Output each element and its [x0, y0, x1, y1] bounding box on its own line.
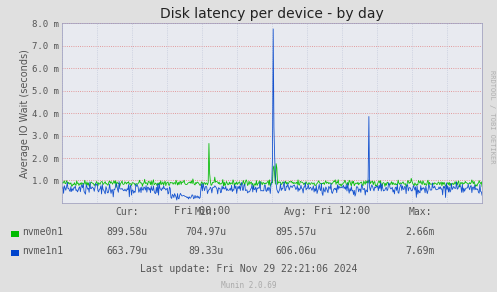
Text: nvme0n1: nvme0n1 — [22, 227, 64, 237]
Text: 899.58u: 899.58u — [106, 227, 147, 237]
Text: Munin 2.0.69: Munin 2.0.69 — [221, 281, 276, 291]
Title: Disk latency per device - by day: Disk latency per device - by day — [160, 7, 384, 21]
Text: 704.97u: 704.97u — [186, 227, 227, 237]
Text: Cur:: Cur: — [115, 207, 139, 217]
Text: RRDTOOL / TOBI OETIKER: RRDTOOL / TOBI OETIKER — [489, 70, 495, 164]
Text: 7.69m: 7.69m — [405, 246, 435, 256]
Text: 606.06u: 606.06u — [275, 246, 316, 256]
Text: Avg:: Avg: — [284, 207, 308, 217]
Text: 895.57u: 895.57u — [275, 227, 316, 237]
Text: Last update: Fri Nov 29 22:21:06 2024: Last update: Fri Nov 29 22:21:06 2024 — [140, 264, 357, 274]
Text: 663.79u: 663.79u — [106, 246, 147, 256]
Text: Min:: Min: — [194, 207, 218, 217]
Y-axis label: Average IO Wait (seconds): Average IO Wait (seconds) — [20, 49, 30, 178]
Text: nvme1n1: nvme1n1 — [22, 246, 64, 256]
Text: Max:: Max: — [408, 207, 432, 217]
Text: 89.33u: 89.33u — [189, 246, 224, 256]
Text: 2.66m: 2.66m — [405, 227, 435, 237]
